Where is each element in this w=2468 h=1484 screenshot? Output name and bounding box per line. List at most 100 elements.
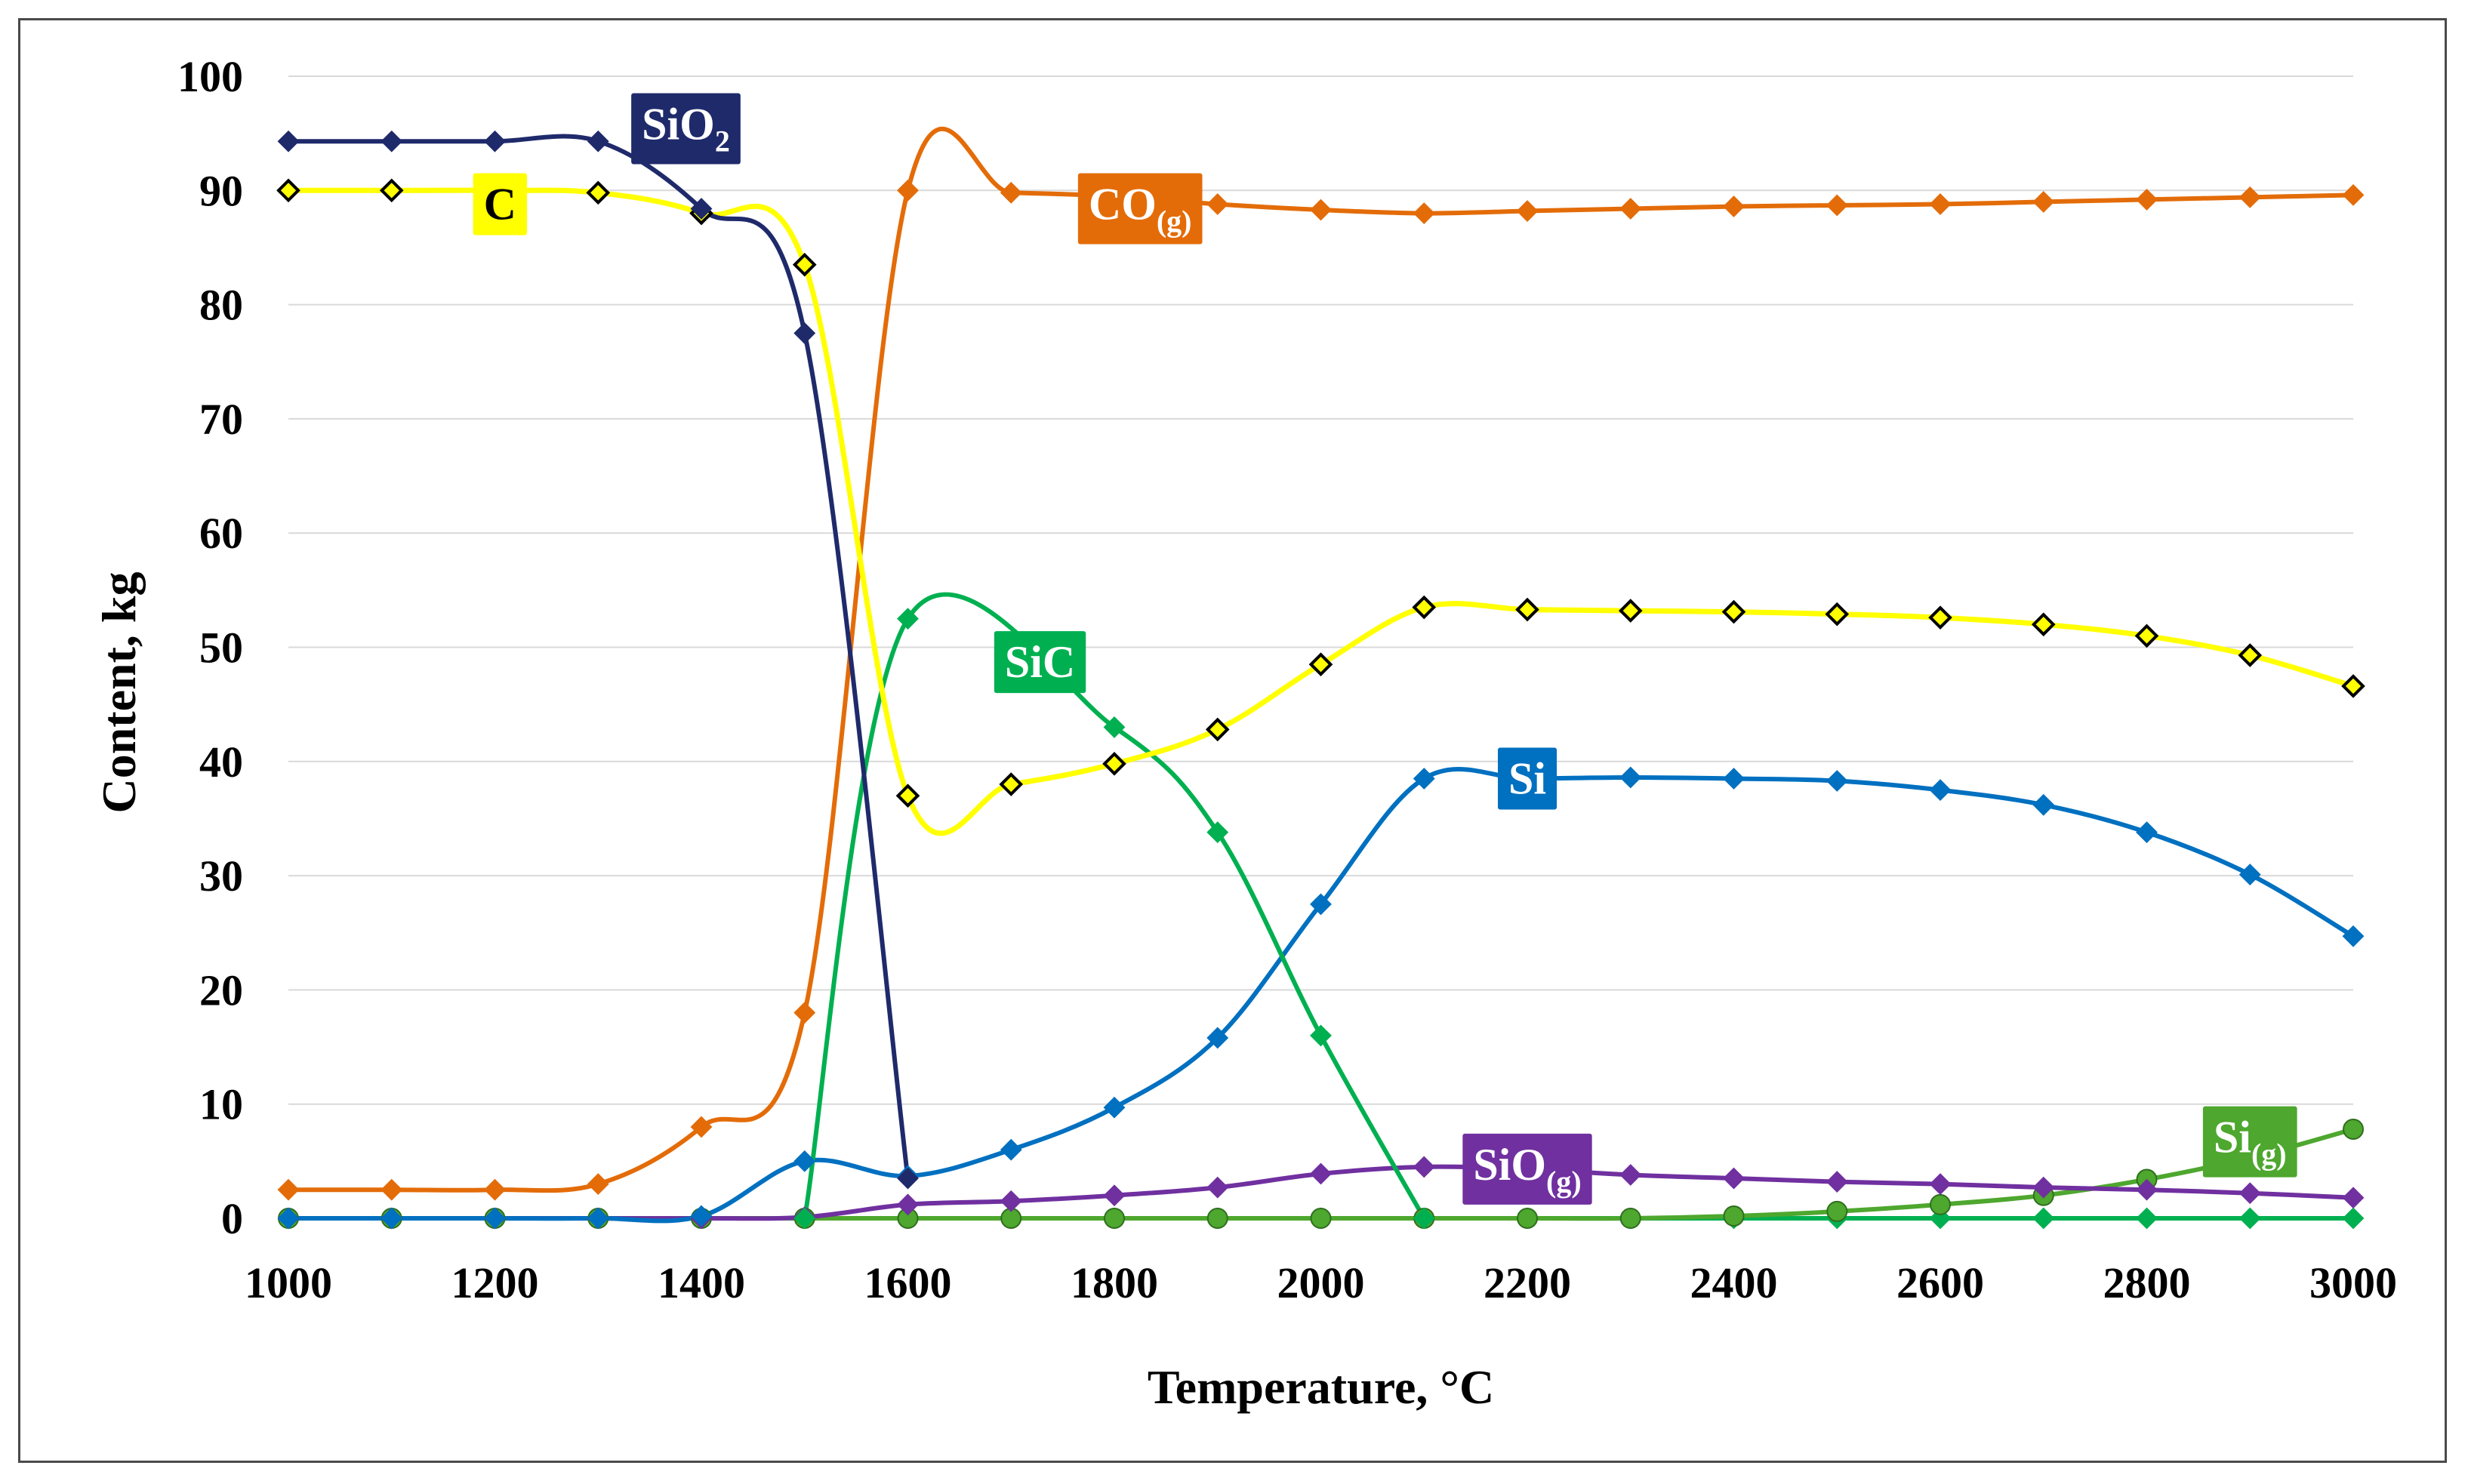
y-tick-label: 100	[177, 52, 243, 101]
marker-si	[1723, 768, 1745, 790]
x-tick-label: 2400	[1690, 1258, 1778, 1307]
series-label-text: Si	[1508, 753, 1546, 803]
marker-si	[1826, 770, 1848, 792]
marker-si-g	[1104, 1208, 1125, 1229]
series-label-main: SiO	[642, 100, 715, 149]
marker-si-g	[1723, 1205, 1745, 1227]
series-label-text: SiC	[1005, 637, 1075, 687]
marker-co-g	[793, 1002, 816, 1024]
series-label-text: C	[484, 179, 516, 229]
marker-sio-g	[2342, 1187, 2365, 1209]
series-label-box	[994, 631, 1086, 694]
series-label-c: C	[473, 173, 528, 236]
marker-co-g	[1516, 200, 1539, 222]
marker-si	[2136, 821, 2158, 844]
marker-sio-g	[1000, 1190, 1022, 1212]
marker-co-g	[484, 1178, 506, 1201]
x-tick-label: 3000	[2309, 1258, 2397, 1307]
x-tick-label: 2200	[1484, 1258, 1571, 1307]
marker-sio-g	[2238, 1182, 2261, 1205]
x-tick-label: 1000	[245, 1258, 332, 1307]
marker-co-g	[2136, 188, 2158, 211]
x-tick-label: 1400	[658, 1258, 745, 1307]
marker-sic	[1310, 1024, 1332, 1047]
marker-c	[1205, 717, 1230, 742]
marker-baseline	[2238, 1207, 2261, 1230]
marker-sic	[1103, 716, 1126, 738]
marker-c	[999, 772, 1024, 796]
series-markers	[276, 130, 2365, 1230]
marker-co-g	[690, 1116, 713, 1138]
marker-sio2	[484, 130, 506, 152]
series-label-subscript: (g)	[1546, 1165, 1582, 1199]
series-label-text: SiO2	[642, 100, 730, 159]
y-tick-label: 0	[221, 1194, 243, 1243]
marker-sic	[897, 608, 919, 630]
x-tick-label: 1200	[451, 1258, 539, 1307]
marker-si	[1929, 779, 1952, 802]
marker-sic	[1413, 1207, 1435, 1230]
marker-sio-g	[1413, 1156, 1435, 1178]
marker-c	[2134, 623, 2159, 648]
marker-co-g	[2032, 191, 2055, 213]
marker-si-g	[1619, 1208, 1641, 1229]
series-label-main: SiC	[1005, 637, 1075, 687]
series-label-box	[631, 93, 741, 165]
marker-co-g	[1310, 199, 1332, 221]
marker-sio-g	[897, 1193, 919, 1216]
series-label-box	[1077, 173, 1203, 245]
marker-c	[1515, 597, 1539, 622]
marker-si	[1000, 1138, 1022, 1161]
y-tick-label: 40	[199, 737, 243, 787]
marker-sio2	[793, 322, 816, 344]
series-label-box	[1462, 1133, 1592, 1205]
chart-frame: 0 10 20 30 40 50 60 70 80 90 100 1000 1200 1400 1600 18…	[18, 18, 2447, 1463]
marker-si	[1206, 1027, 1229, 1049]
marker-sio2	[690, 198, 713, 220]
line-chart: 0 10 20 30 40 50 60 70 80 90 100 1000 1200 1400 1600 18…	[92, 52, 2397, 1414]
tick-labels: 0 10 20 30 40 50 60 70 80 90 100 1000 1200 1400 1600 18…	[177, 52, 2397, 1307]
marker-c	[1721, 599, 1746, 624]
marker-sio-g	[1206, 1176, 1229, 1199]
series-label-box	[1497, 747, 1558, 810]
marker-c	[895, 784, 920, 808]
y-tick-label: 50	[199, 623, 243, 673]
marker-si	[2342, 925, 2365, 947]
y-axis-title: Content, kg	[92, 571, 146, 813]
marker-sio2	[381, 130, 403, 152]
marker-si	[2238, 864, 2261, 886]
marker-sio-g	[2136, 1178, 2158, 1201]
marker-co-g	[381, 1178, 403, 1201]
marker-si-g	[1310, 1208, 1332, 1229]
marker-co-g	[897, 179, 919, 202]
marker-c	[586, 180, 611, 205]
marker-sio-g	[2032, 1176, 2055, 1199]
marker-co-g	[1619, 198, 1642, 220]
marker-c	[2031, 612, 2056, 637]
marker-sio-g	[1826, 1171, 1848, 1193]
marker-c	[276, 178, 300, 203]
series-label-sio2: SiO2	[631, 93, 741, 165]
series-label-text: SiO(g)	[1473, 1140, 1581, 1199]
marker-si	[1413, 768, 1435, 790]
series-label-main: SiO	[1473, 1140, 1546, 1190]
marker-baseline	[2342, 1207, 2365, 1230]
marker-c	[1928, 605, 1952, 630]
marker-co-g	[1929, 193, 1952, 215]
series-label-co-g: CO(g)	[1077, 173, 1203, 245]
series-label-box	[473, 173, 528, 236]
marker-baseline	[2032, 1207, 2055, 1230]
marker-sio-g	[1103, 1184, 1126, 1207]
x-tick-label: 2000	[1277, 1258, 1365, 1307]
marker-co-g	[1000, 181, 1022, 204]
y-tick-label: 10	[199, 1080, 243, 1129]
y-tick-label: 70	[199, 395, 243, 444]
marker-c	[2341, 674, 2365, 698]
marker-sio-g	[1310, 1162, 1332, 1185]
marker-co-g	[587, 1173, 609, 1196]
x-tick-label: 2800	[2103, 1258, 2191, 1307]
marker-si	[793, 1150, 816, 1172]
marker-si	[484, 1207, 506, 1230]
marker-sic	[1206, 821, 1229, 844]
